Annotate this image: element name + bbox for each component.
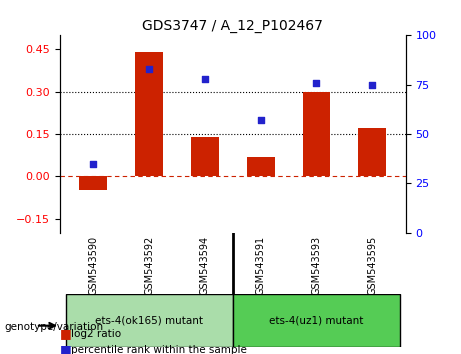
Point (368, 82, 376, 87)
FancyBboxPatch shape (65, 295, 233, 347)
Bar (191, 137, 219, 176)
Bar (302, 92, 331, 176)
Text: percentile rank within the sample: percentile rank within the sample (71, 345, 248, 354)
Bar (79, 176, 107, 190)
Text: ■: ■ (60, 327, 71, 340)
Bar (358, 129, 386, 176)
Text: ■: ■ (60, 343, 71, 354)
Text: ets-4(uz1) mutant: ets-4(uz1) mutant (269, 316, 364, 326)
FancyBboxPatch shape (233, 295, 400, 347)
Text: GSM543594: GSM543594 (200, 236, 210, 295)
Text: GSM543590: GSM543590 (89, 236, 98, 295)
Text: genotype/variation: genotype/variation (5, 322, 104, 332)
Text: ets-4(ok165) mutant: ets-4(ok165) mutant (95, 316, 203, 326)
Text: GSM543593: GSM543593 (312, 236, 321, 295)
Bar (247, 157, 275, 176)
Point (146, 66, 153, 72)
Text: log2 ratio: log2 ratio (71, 329, 122, 339)
Point (257, 118, 264, 123)
Point (201, 76, 209, 82)
Title: GDS3747 / A_12_P102467: GDS3747 / A_12_P102467 (142, 19, 323, 33)
Text: GSM543591: GSM543591 (256, 236, 266, 295)
Text: GSM543595: GSM543595 (367, 236, 377, 295)
Text: GSM543592: GSM543592 (144, 236, 154, 295)
Point (313, 80, 320, 86)
Bar (135, 52, 163, 176)
Point (90, 161, 97, 166)
